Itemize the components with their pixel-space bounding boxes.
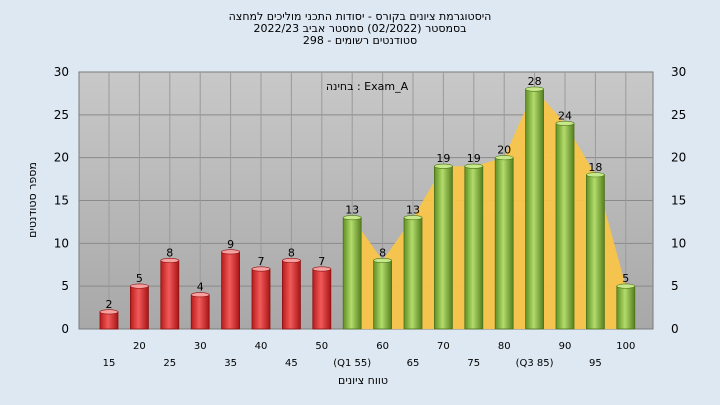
bar-cap [403,215,423,221]
data-label: 9 [227,238,234,251]
bar-cap [160,257,180,263]
y-tick-label-left: 30 [54,65,69,79]
bar-cap [616,283,636,289]
bar [251,268,271,330]
y-axis-title: מספר סטודנטים [26,162,39,238]
x-tick-label: 80 [498,341,511,352]
y-tick-label-left: 25 [54,108,69,122]
bar-cap [342,215,362,221]
data-label: 19 [436,152,450,165]
bar [525,88,544,330]
data-label: 18 [588,161,602,174]
data-label: 24 [558,109,572,122]
data-label: 5 [622,272,629,285]
bar-cap [190,292,210,298]
bar [312,268,332,330]
x-tick-label: 40 [255,341,268,352]
x-tick-label: 95 [589,358,602,369]
bar-cap [525,86,544,92]
y-tick-label-left: 0 [61,322,69,336]
bar-cap [282,257,301,263]
bar-cap [494,155,514,161]
bar [373,260,393,330]
x-tick-label: 25 [163,358,176,369]
bar-cap [555,120,575,126]
data-label: 19 [467,152,481,165]
chart-title-line-2: בסמסטר (02/2022) סמסטר אביב 2022/23 [253,22,467,35]
x-axis-title: טווח ציונים [338,374,388,387]
data-label: 2 [106,298,113,311]
bar-cap [312,266,332,272]
bar-cap [434,163,453,169]
bar [190,294,210,330]
x-tick-label: 60 [376,341,389,352]
x-tick-label: 45 [285,358,298,369]
data-label: 5 [136,272,143,285]
bar-cap [464,163,484,169]
y-tick-label-right: 25 [671,108,686,122]
x-tick-label: 30 [194,341,207,352]
bar [281,260,301,330]
x-tick-label: 35 [224,358,237,369]
bar [494,157,514,330]
bar [129,285,149,330]
bar [464,165,484,330]
x-tick-label: 20 [133,341,146,352]
data-label: 13 [345,204,359,217]
data-label: 7 [258,255,265,268]
bar [160,260,180,330]
x-tick-label: (Q3 85) [516,358,554,369]
x-tick-label: 50 [315,341,328,352]
chart-title-line-1: היסטוגרמת ציונים בקורס - יסודות התכני מו… [228,10,492,23]
y-tick-label-right: 10 [671,236,686,250]
data-label: 8 [166,246,173,259]
bar [586,174,605,330]
bar [433,165,453,330]
bar [555,123,575,330]
data-label: 4 [197,281,204,294]
bar-cap [221,249,240,255]
data-label: 8 [288,246,295,259]
data-label: 7 [318,255,325,268]
x-tick-label: (Q1 55) [333,358,371,369]
x-tick-label: 75 [467,358,480,369]
bar-cap [586,172,605,178]
y-tick-label-left: 5 [61,279,69,293]
y-tick-label-right: 20 [671,151,686,165]
y-tick-label-left: 15 [54,194,69,208]
x-tick-label: 70 [437,341,450,352]
exam-annotation: בחינה : Exam_A [326,80,409,93]
bar-cap [373,257,392,263]
bar-cap [99,309,119,315]
y-tick-label-right: 0 [671,322,679,336]
bar [221,251,241,330]
bar-cap [251,266,271,272]
chart-title-line-3: סטודנטים רשומים - 298 [302,34,418,47]
bar [403,217,423,330]
bar-cap [130,283,149,289]
data-label: 20 [497,144,511,157]
bar [342,217,362,330]
y-tick-label-left: 10 [54,236,69,250]
data-label: 8 [379,246,386,259]
x-tick-label: 65 [407,358,420,369]
bar [99,311,119,330]
y-tick-label-left: 20 [54,151,69,165]
data-label: 13 [406,204,420,217]
y-tick-label-right: 5 [671,279,679,293]
x-tick-label: 15 [103,358,116,369]
y-tick-label-right: 15 [671,194,686,208]
data-label: 28 [528,75,542,88]
y-tick-label-right: 30 [671,65,686,79]
x-tick-label: 90 [559,341,572,352]
x-tick-label: 100 [616,341,635,352]
bar [616,285,636,330]
